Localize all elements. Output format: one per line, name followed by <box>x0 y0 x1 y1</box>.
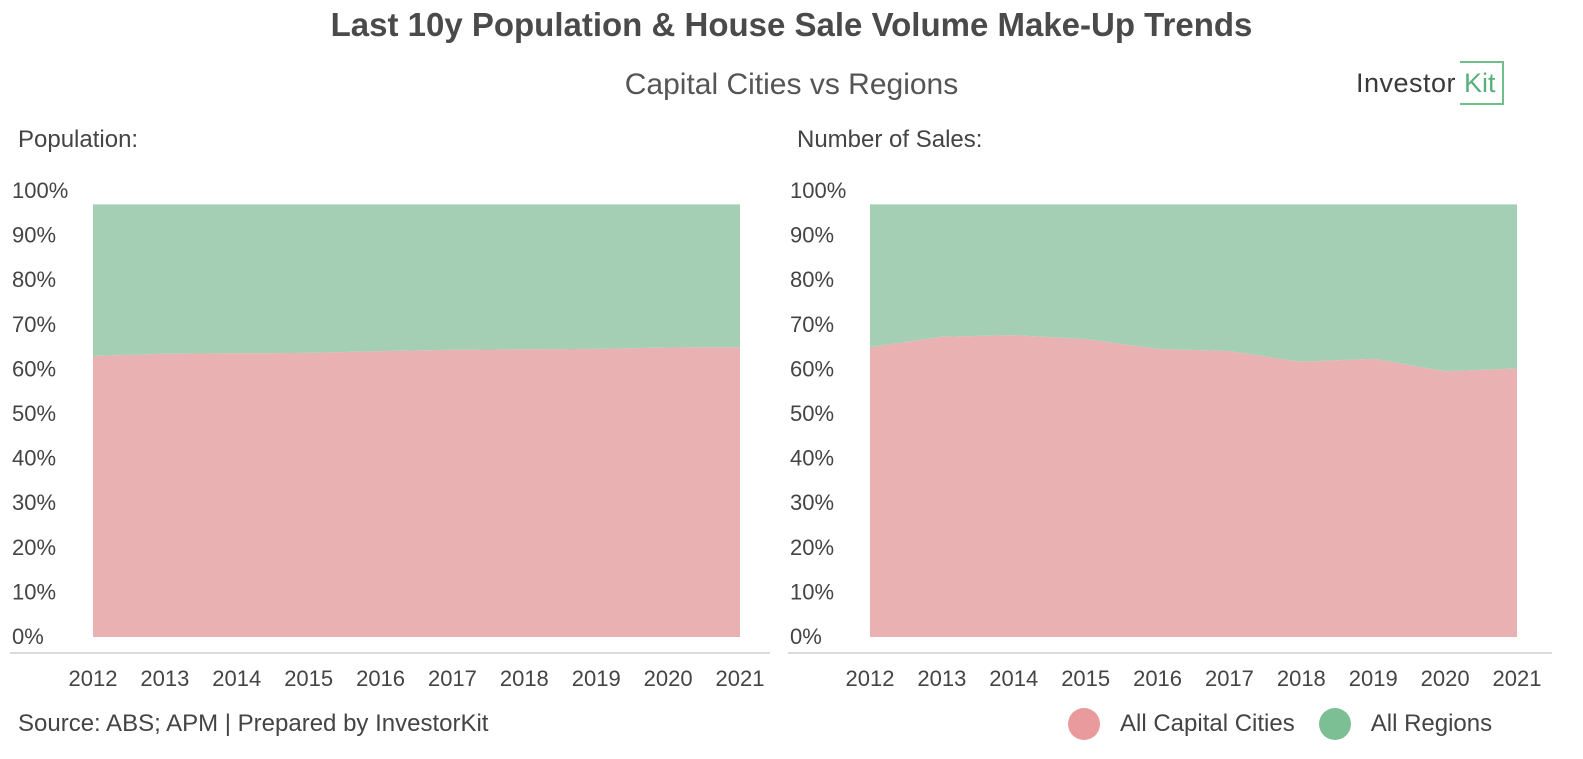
sales-x-tick-label: 2017 <box>1205 666 1254 691</box>
population-area-capital <box>93 347 740 637</box>
legend-item-capital: All Capital Cities <box>1068 708 1295 740</box>
logo-text-investor: Investor <box>1356 67 1457 98</box>
sales-x-tick-label: 2012 <box>846 666 895 691</box>
population-y-tick-label: 100% <box>12 178 68 203</box>
population-y-tick-label: 90% <box>12 223 56 248</box>
population-x-tick-label: 2017 <box>428 666 477 691</box>
population-x-tick-label: 2015 <box>284 666 333 691</box>
legend-swatch-capital <box>1068 708 1100 740</box>
sales-chart: 0% 10% 20% 30% 40% 50% 60% 70% 80% 90% 100% 2012 201… <box>788 178 1552 691</box>
legend-item-regions: All Regions <box>1318 708 1493 740</box>
sales-x-tick-label: 2013 <box>917 666 966 691</box>
population-y-tick-label: 40% <box>12 446 56 471</box>
chart-subtitle: Capital Cities vs Regions <box>624 68 959 101</box>
population-x-tick-label: 2016 <box>356 666 405 691</box>
logo-text-kit: Kit <box>1460 61 1504 105</box>
population-x-tick-label: 2019 <box>572 666 621 691</box>
investorkit-logo: Investor Kit <box>1356 60 1504 106</box>
population-x-tick-label: 2013 <box>140 666 189 691</box>
population-y-tick-label: 10% <box>12 579 56 604</box>
sales-x-tick-label: 2021 <box>1493 666 1542 691</box>
sales-y-tick-label: 10% <box>790 579 834 604</box>
sales-y-tick-label: 30% <box>790 490 834 515</box>
sales-x-tick-label: 2014 <box>989 666 1038 691</box>
sales-y-tick-label: 0% <box>790 624 822 649</box>
sales-x-tick-label: 2015 <box>1061 666 1110 691</box>
population-y-tick-label: 30% <box>12 490 56 515</box>
population-y-tick-label: 0% <box>12 624 44 649</box>
sales-panel-title: Number of Sales: <box>797 126 983 153</box>
population-x-tick-label: 2014 <box>212 666 261 691</box>
population-area-regions <box>93 204 740 356</box>
legend-label-capital: All Capital Cities <box>1120 710 1295 737</box>
legend-swatch-regions <box>1318 708 1351 740</box>
sales-y-tick-label: 90% <box>790 223 834 248</box>
sales-y-tick-label: 70% <box>790 312 834 337</box>
sales-y-tick-label: 20% <box>790 535 834 560</box>
sales-x-tick-label: 2018 <box>1277 666 1326 691</box>
chart-title: Last 10y Population & House Sale Volume … <box>330 6 1253 43</box>
sales-x-tick-label: 2019 <box>1349 666 1398 691</box>
sales-area-capital <box>870 335 1517 637</box>
population-x-tick-label: 2012 <box>69 666 118 691</box>
population-y-tick-label: 60% <box>12 356 56 381</box>
population-x-tick-label: 2018 <box>500 666 549 691</box>
legend-label-regions: All Regions <box>1370 710 1493 737</box>
population-y-tick-label: 20% <box>12 535 56 560</box>
population-x-tick-label: 2021 <box>716 666 765 691</box>
legend: All Capital Cities All Regions <box>1068 708 1516 740</box>
sales-y-tick-label: 50% <box>790 401 834 426</box>
population-y-tick-label: 50% <box>12 401 56 426</box>
sales-y-tick-label: 60% <box>790 356 834 381</box>
population-y-tick-label: 70% <box>12 312 56 337</box>
population-panel-title: Population: <box>18 126 139 153</box>
sales-y-tick-label: 80% <box>790 267 834 292</box>
sales-area-regions <box>870 204 1517 372</box>
source-note: Source: ABS; APM | Prepared by InvestorK… <box>18 710 489 737</box>
sales-x-tick-label: 2016 <box>1133 666 1182 691</box>
sales-y-tick-label: 100% <box>790 178 846 203</box>
population-chart: 0% 10% 20% 30% 40% 50% 60% 70% 80% 90% 100% 2012 201… <box>10 178 770 691</box>
population-y-tick-label: 80% <box>12 267 56 292</box>
population-x-tick-label: 2020 <box>644 666 693 691</box>
sales-x-tick-label: 2020 <box>1421 666 1470 691</box>
sales-y-tick-label: 40% <box>790 446 834 471</box>
